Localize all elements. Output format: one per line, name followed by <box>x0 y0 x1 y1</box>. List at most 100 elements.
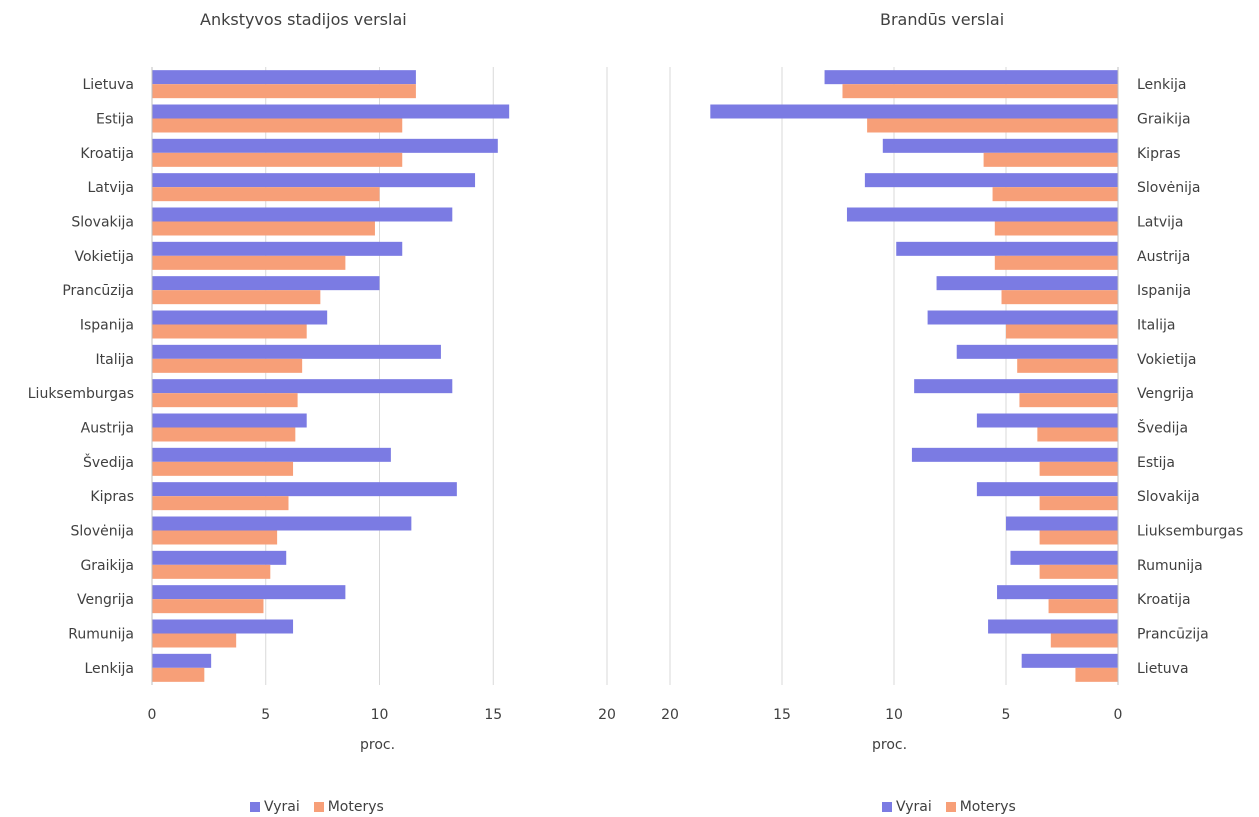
left-category-label: Italija <box>96 352 134 368</box>
left-x-tick-label: 20 <box>598 707 616 723</box>
left-bar-moterys-svedija <box>152 461 294 476</box>
right-bar-vyrai-kipras <box>882 138 1118 153</box>
left-category-label: Liuksemburgas <box>28 386 134 402</box>
left-bar-moterys-austrija <box>152 427 296 442</box>
right-category-label: Prancūzija <box>1137 627 1209 643</box>
left-bar-vyrai-slovenija <box>152 516 412 531</box>
right-legend: Vyrai Moterys <box>882 799 1030 815</box>
left-category-label: Vokietija <box>74 249 134 265</box>
right-bar-moterys-austrija <box>994 255 1118 270</box>
right-bar-vyrai-vengrija <box>914 379 1118 394</box>
left-bar-vyrai-ispanija <box>152 310 328 325</box>
right-bar-vyrai-prancuzija <box>988 619 1118 634</box>
right-category-label: Kipras <box>1137 146 1181 162</box>
right-category-label: Lietuva <box>1137 661 1189 677</box>
right-bar-moterys-lietuva <box>1075 667 1118 682</box>
right-bar-vyrai-liuksemburgas <box>1006 516 1118 531</box>
left-bar-moterys-graikija <box>152 564 271 579</box>
legend-label-vyrai: Vyrai <box>264 799 300 815</box>
right-chart-title: Brandūs verslai <box>880 10 1005 29</box>
left-category-label: Prancūzija <box>62 283 134 299</box>
right-bar-moterys-latvija <box>994 221 1118 236</box>
legend-item-moterys: Moterys <box>945 799 1016 815</box>
right-category-label: Vokietija <box>1137 352 1197 368</box>
right-bar-vyrai-estija <box>911 447 1118 462</box>
left-bar-vyrai-kroatija <box>152 138 498 153</box>
right-category-label: Lenkija <box>1137 77 1187 93</box>
right-bar-vyrai-graikija <box>710 104 1118 119</box>
right-bar-moterys-lenkija <box>842 84 1118 99</box>
right-bar-moterys-vengrija <box>1019 393 1118 408</box>
right-bar-moterys-svedija <box>1037 427 1118 442</box>
right-bar-vyrai-vokietija <box>956 344 1118 359</box>
right-x-tick-label: 10 <box>885 707 903 723</box>
left-bar-moterys-liuksemburgas <box>152 393 298 408</box>
left-bar-moterys-prancuzija <box>152 290 321 305</box>
right-category-label: Liuksemburgas <box>1137 524 1243 540</box>
left-bar-vyrai-slovakija <box>152 207 453 222</box>
right-category-label: Vengrija <box>1137 386 1194 402</box>
legend-label-moterys: Moterys <box>959 799 1016 815</box>
left-category-label: Graikija <box>80 558 134 574</box>
right-bar-vyrai-lenkija <box>824 70 1118 85</box>
right-x-tick-label: 20 <box>661 707 679 723</box>
right-bar-moterys-kroatija <box>1048 599 1118 614</box>
right-bar-moterys-prancuzija <box>1050 633 1118 648</box>
left-bar-vyrai-austrija <box>152 413 307 428</box>
legend-swatch-moterys <box>313 802 324 812</box>
right-category-label: Graikija <box>1137 112 1191 128</box>
right-category-label: Austrija <box>1137 249 1190 265</box>
right-x-tick-label: 5 <box>1002 707 1011 723</box>
right-bar-moterys-estija <box>1039 461 1118 476</box>
left-bar-vyrai-estija <box>152 104 510 119</box>
left-bar-moterys-vengrija <box>152 599 264 614</box>
left-bar-moterys-estija <box>152 118 403 133</box>
right-bar-moterys-vokietija <box>1017 358 1118 373</box>
right-bar-vyrai-italija <box>927 310 1118 325</box>
legend-swatch-vyrai <box>882 802 892 812</box>
left-bar-moterys-ispanija <box>152 324 307 339</box>
left-x-axis-label: proc. <box>360 737 396 753</box>
legend-item-moterys: Moterys <box>313 799 384 815</box>
right-bar-vyrai-ispanija <box>936 276 1118 291</box>
left-category-label: Slovėnija <box>71 524 134 540</box>
right-bar-vyrai-latvija <box>846 207 1118 222</box>
left-category-label: Ispanija <box>80 318 134 334</box>
left-x-tick-label: 5 <box>261 707 270 723</box>
right-category-label: Slovakija <box>1137 489 1200 505</box>
right-category-label: Kroatija <box>1137 592 1191 608</box>
right-x-tick-label: 15 <box>773 707 791 723</box>
right-bar-vyrai-austrija <box>896 241 1118 256</box>
right-bar-moterys-slovakija <box>1039 496 1118 511</box>
left-bar-moterys-kroatija <box>152 152 403 167</box>
right-bar-vyrai-slovakija <box>976 482 1118 497</box>
left-bar-vyrai-liuksemburgas <box>152 379 453 394</box>
left-bar-vyrai-latvija <box>152 173 476 188</box>
right-bar-moterys-liuksemburgas <box>1039 530 1118 545</box>
left-bar-vyrai-vokietija <box>152 241 403 256</box>
left-bar-moterys-latvija <box>152 187 380 202</box>
left-category-label: Kroatija <box>80 146 134 162</box>
right-x-tick-label: 0 <box>1114 707 1123 723</box>
left-bar-vyrai-prancuzija <box>152 276 380 291</box>
left-category-label: Rumunija <box>68 627 134 643</box>
right-bar-vyrai-slovenija <box>864 173 1118 188</box>
legend-item-vyrai: Vyrai <box>250 799 300 815</box>
right-bar-moterys-graikija <box>867 118 1118 133</box>
left-chart-title: Ankstyvos stadijos verslai <box>200 10 407 29</box>
right-bar-vyrai-svedija <box>976 413 1118 428</box>
legend-label-moterys: Moterys <box>327 799 384 815</box>
left-bar-vyrai-italija <box>152 344 441 359</box>
left-bar-vyrai-lietuva <box>152 70 416 85</box>
right-category-label: Estija <box>1137 455 1175 471</box>
legend-swatch-vyrai <box>250 802 260 812</box>
right-bar-moterys-ispanija <box>1001 290 1118 305</box>
right-bar-moterys-slovenija <box>992 187 1118 202</box>
right-bar-moterys-kipras <box>983 152 1118 167</box>
left-bar-vyrai-svedija <box>152 447 391 462</box>
right-bar-vyrai-kroatija <box>997 585 1118 600</box>
right-category-label: Švedija <box>1137 419 1188 437</box>
left-category-label: Lietuva <box>82 77 134 93</box>
right-bar-moterys-italija <box>1006 324 1118 339</box>
